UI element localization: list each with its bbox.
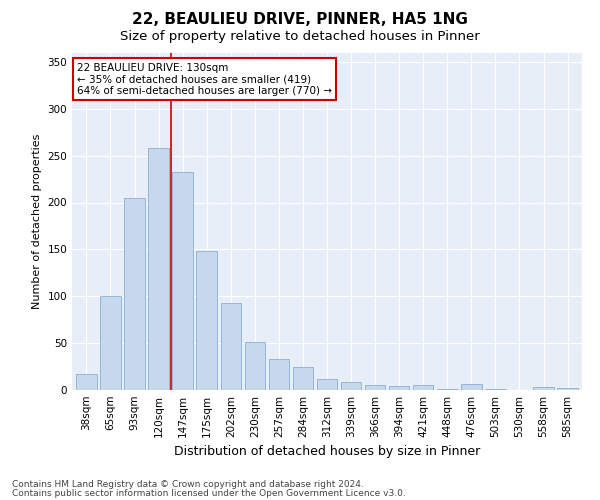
Bar	[413, 386, 433, 390]
Bar	[317, 379, 337, 390]
Bar	[485, 389, 506, 390]
Text: Size of property relative to detached houses in Pinner: Size of property relative to detached ho…	[120, 30, 480, 43]
Bar	[196, 251, 217, 390]
Text: Contains public sector information licensed under the Open Government Licence v3: Contains public sector information licen…	[12, 488, 406, 498]
Bar	[557, 388, 578, 390]
Bar	[172, 172, 193, 390]
Bar	[341, 382, 361, 390]
Text: Contains HM Land Registry data © Crown copyright and database right 2024.: Contains HM Land Registry data © Crown c…	[12, 480, 364, 489]
Bar	[148, 148, 169, 390]
Bar	[124, 198, 145, 390]
X-axis label: Distribution of detached houses by size in Pinner: Distribution of detached houses by size …	[174, 446, 480, 458]
Bar	[100, 296, 121, 390]
Y-axis label: Number of detached properties: Number of detached properties	[32, 134, 42, 309]
Bar	[389, 386, 409, 390]
Text: 22 BEAULIEU DRIVE: 130sqm
← 35% of detached houses are smaller (419)
64% of semi: 22 BEAULIEU DRIVE: 130sqm ← 35% of detac…	[77, 62, 332, 96]
Bar	[293, 366, 313, 390]
Bar	[76, 374, 97, 390]
Bar	[365, 386, 385, 390]
Bar	[245, 342, 265, 390]
Bar	[221, 303, 241, 390]
Text: 22, BEAULIEU DRIVE, PINNER, HA5 1NG: 22, BEAULIEU DRIVE, PINNER, HA5 1NG	[132, 12, 468, 28]
Bar	[533, 387, 554, 390]
Bar	[461, 384, 482, 390]
Bar	[437, 389, 458, 390]
Bar	[269, 359, 289, 390]
